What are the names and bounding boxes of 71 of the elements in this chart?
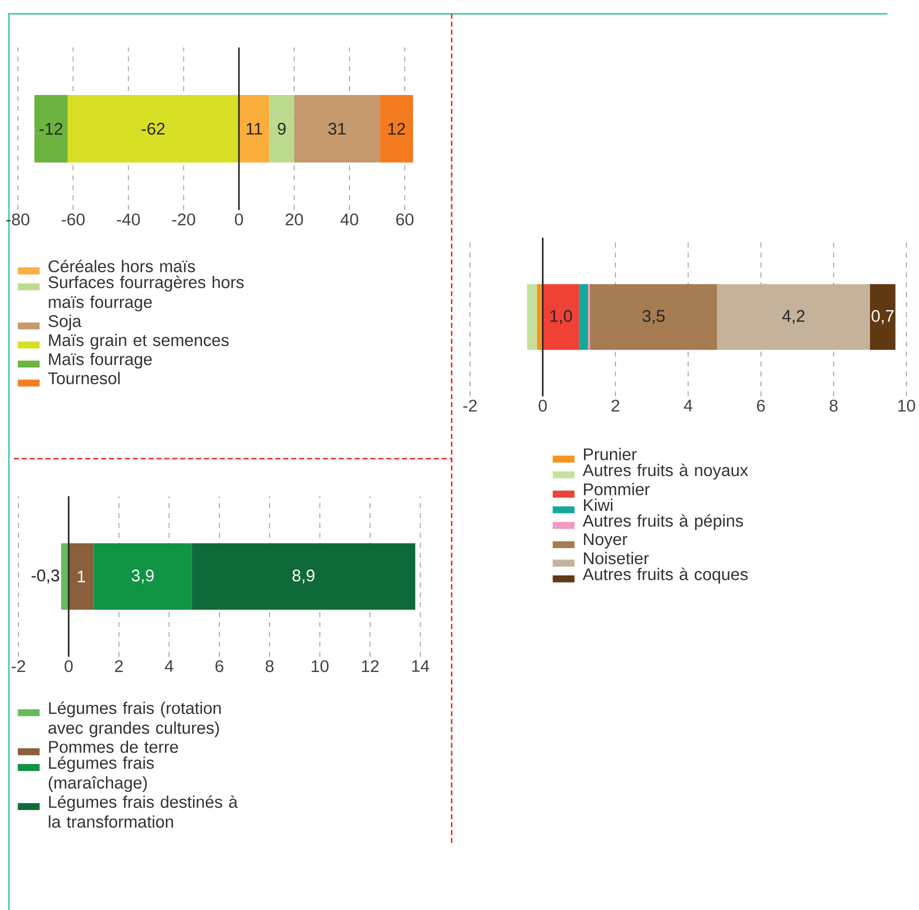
data-label: 0,7 [872,310,894,324]
bar [870,284,896,350]
data-label: 1,0 [550,310,572,324]
bar [34,94,68,162]
bar [294,94,380,162]
data-label: 12 [388,122,405,134]
x-tick-label: 0 [64,660,73,672]
data-label: -0,3 [32,569,60,584]
legend-label: Pommes de terre [49,740,178,753]
legend-label: Noisetier [584,552,649,564]
legend-label: Céréales hors maïs [48,260,195,272]
bar [717,284,870,350]
x-tick-label: -40 [116,213,140,226]
data-label: 31 [328,122,346,135]
x-tick-label: 0 [538,400,547,412]
x-tick-label: 14 [412,660,430,672]
x-tick-label: 12 [362,660,379,672]
legend-label: Prunier [584,448,637,460]
x-tick-label: 6 [757,400,765,412]
bar [579,284,588,350]
x-tick-label: 6 [216,660,224,672]
x-tick-label: -2 [463,400,477,412]
x-tick-label: 0 [234,213,243,226]
x-tick-label: -2 [12,660,26,672]
legend-label: Tournesol [48,372,120,384]
data-label: -62 [142,122,165,135]
data-label: -12 [40,122,62,134]
x-tick-label: 10 [312,660,329,672]
legend-label: Noyer [584,533,628,548]
bar [192,543,416,610]
x-tick-label: 40 [340,213,358,226]
x-tick-label: -20 [172,213,196,226]
bar [527,284,537,350]
data-label: 8,9 [292,569,314,584]
legend-label: Maïs grain et semences [49,334,229,350]
data-label: 3,5 [642,310,665,324]
x-tick-label: 8 [830,400,838,412]
x-tick-label: 8 [266,660,274,672]
legend-label: Autres fruits à coques [582,568,748,584]
data-label: 1 [78,570,86,582]
legend-label: Surfaces fourragères hors maïs fourrage [48,276,244,312]
bar [61,543,69,610]
legend-label: Légumes frais (maraîchage) [48,756,154,792]
bar [380,94,414,162]
bar [94,543,192,610]
legend-label: Soja [48,314,82,330]
bar [68,94,239,162]
legend-label: Autres fruits à pépins [582,514,743,530]
x-tick-label: -60 [62,213,85,226]
bar [542,284,580,350]
x-tick-label: 20 [286,213,303,226]
legend-label: Autres fruits à noyaux [582,464,748,480]
x-tick-label: 60 [396,213,414,226]
bar [269,94,294,162]
bar [68,543,94,610]
legend-label: Pommier [584,482,650,496]
x-tick-label: 10 [898,400,916,412]
data-label: 9 [278,122,286,135]
x-tick-label: 2 [115,660,123,672]
legend-label: Légumes frais (rotation avec grandes cultures) [48,701,221,738]
data-label: 3,9 [132,569,154,584]
bar [238,94,270,162]
legend-label: Légumes frais destinés à la transformation [48,795,238,828]
x-tick-label: 2 [612,400,620,412]
x-tick-label: 4 [164,660,174,672]
legend-label: Maïs fourrage [49,352,152,368]
x-tick-label: 4 [684,400,692,412]
legend-label: Kiwi [584,498,612,511]
bar [590,284,718,350]
data-label: 4,2 [782,310,804,324]
data-label: 11 [246,122,262,134]
